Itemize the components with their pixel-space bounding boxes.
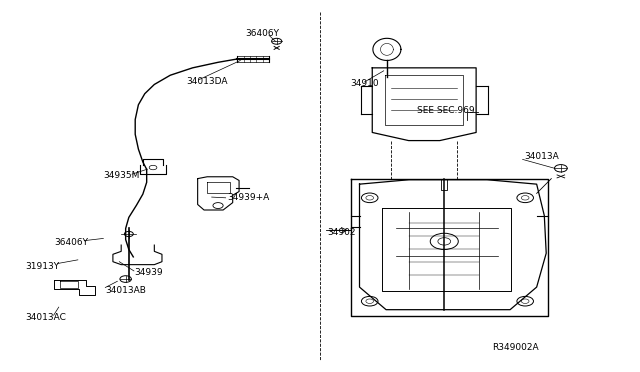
Text: 34910: 34910 — [351, 79, 380, 88]
Text: 34939+A: 34939+A — [228, 193, 270, 202]
Text: 34935M: 34935M — [103, 171, 140, 180]
Text: 34013AC: 34013AC — [26, 312, 67, 321]
Text: 31913Y: 31913Y — [26, 262, 60, 270]
Text: SEE SEC.969: SEE SEC.969 — [417, 106, 475, 115]
Text: 34902: 34902 — [328, 228, 356, 237]
Text: 36406Y: 36406Y — [245, 29, 279, 38]
Text: 34013AB: 34013AB — [105, 286, 146, 295]
Text: R349002A: R349002A — [492, 343, 539, 352]
Text: 36406Y: 36406Y — [54, 238, 88, 247]
Text: 34013DA: 34013DA — [186, 77, 228, 86]
Text: 34013A: 34013A — [524, 152, 559, 161]
Text: 34939: 34939 — [134, 268, 163, 277]
